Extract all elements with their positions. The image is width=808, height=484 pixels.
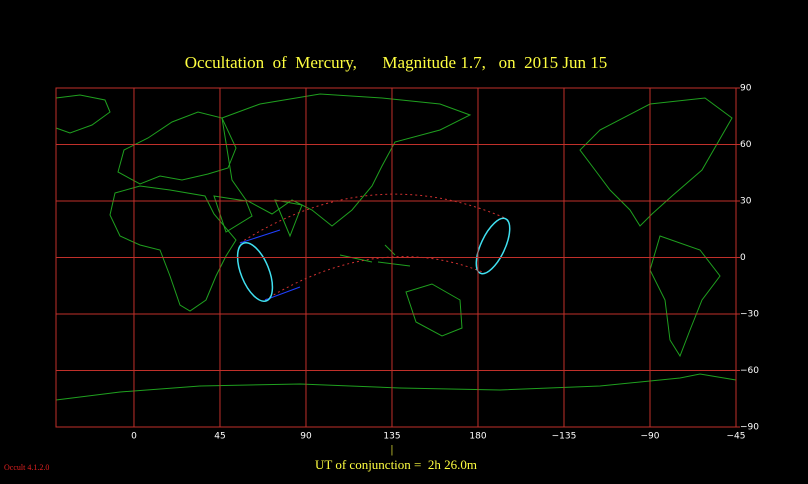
path-segment bbox=[239, 229, 281, 244]
north-america bbox=[579, 97, 733, 227]
greenland bbox=[55, 94, 111, 134]
x-tick-label: 135 bbox=[383, 432, 400, 442]
version: Occult 4.1.2.0 bbox=[4, 463, 49, 472]
south-america bbox=[649, 235, 721, 358]
india bbox=[274, 199, 303, 238]
x-tick-label: −45 bbox=[727, 432, 746, 442]
europe bbox=[117, 111, 237, 185]
path-limit-south bbox=[264, 256, 486, 301]
y-tick-label: 90 bbox=[740, 84, 752, 94]
y-tick-label: −60 bbox=[740, 366, 759, 376]
africa bbox=[109, 185, 237, 312]
y-tick-label: 60 bbox=[740, 140, 752, 150]
visibility-ellipse bbox=[236, 242, 274, 302]
arabia bbox=[213, 195, 253, 233]
coastlines bbox=[55, 93, 737, 401]
path-limit-north bbox=[239, 193, 506, 244]
x-tick-label: −90 bbox=[640, 432, 659, 442]
asia bbox=[221, 93, 472, 227]
footer: UT of conjunction = 2h 26.0m bbox=[315, 457, 477, 472]
y-tick-label: −90 bbox=[740, 423, 759, 433]
y-tick-label: 30 bbox=[740, 197, 752, 207]
x-tick-label: 0 bbox=[131, 432, 137, 442]
y-tick-label: 0 bbox=[740, 253, 746, 263]
map-title: Occultation of Mercury, Magnitude 1.7, o… bbox=[185, 53, 607, 72]
x-tick-label: 180 bbox=[469, 432, 486, 442]
australia bbox=[405, 283, 463, 337]
x-tick-label: −135 bbox=[552, 432, 577, 442]
indonesia bbox=[339, 244, 411, 267]
occultation-paths bbox=[236, 193, 511, 302]
conjunction-marker: | bbox=[391, 442, 393, 456]
x-tick-label: 90 bbox=[300, 432, 312, 442]
x-tick-label: 45 bbox=[214, 432, 225, 442]
antarctica bbox=[55, 373, 737, 401]
y-tick-label: −30 bbox=[740, 310, 759, 320]
visibility-ellipse bbox=[475, 217, 511, 275]
